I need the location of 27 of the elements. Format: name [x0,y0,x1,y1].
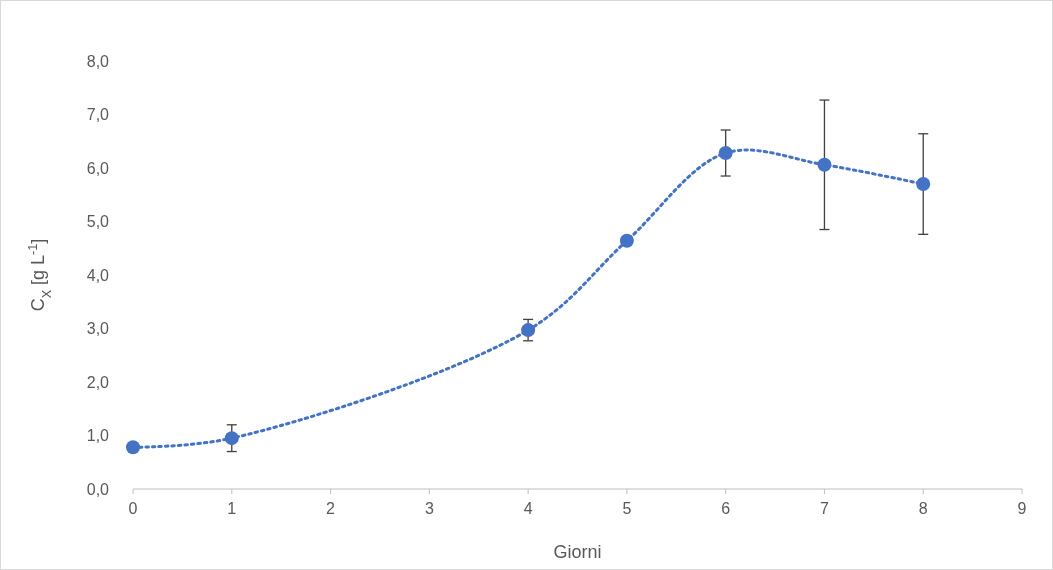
y-tick-label: 0,0 [86,480,110,498]
point [521,323,536,338]
x-tick-label: 5 [622,500,632,517]
y-tick-label: 4,0 [86,266,110,284]
y-tick-label: 5,0 [86,213,110,230]
x-tick-label: 2 [326,500,336,517]
point [224,431,239,446]
x-tick-label: 4 [523,500,533,517]
point [817,157,832,172]
point [916,177,931,192]
x-tick-label: 6 [721,500,731,517]
y-tick-label: 6,0 [86,159,110,177]
x-tick-label: 8 [918,500,928,517]
x-tick-label: 3 [424,500,434,517]
y-tick-label: 2,0 [86,373,110,391]
x-tick-label: 0 [128,500,138,517]
x-axis-title: Giorni [553,542,602,562]
point [718,146,733,161]
y-tick-label: 3,0 [86,320,110,337]
y-tick-label: 8,0 [86,52,110,70]
point [126,440,140,455]
x-tick-label: 1 [227,500,237,517]
point [619,233,634,248]
x-tick-label: 9 [1017,500,1027,517]
y-tick-label: 1,0 [86,427,110,444]
y-tick-label: 7,0 [86,106,110,123]
x-tick-label: 7 [819,500,829,517]
